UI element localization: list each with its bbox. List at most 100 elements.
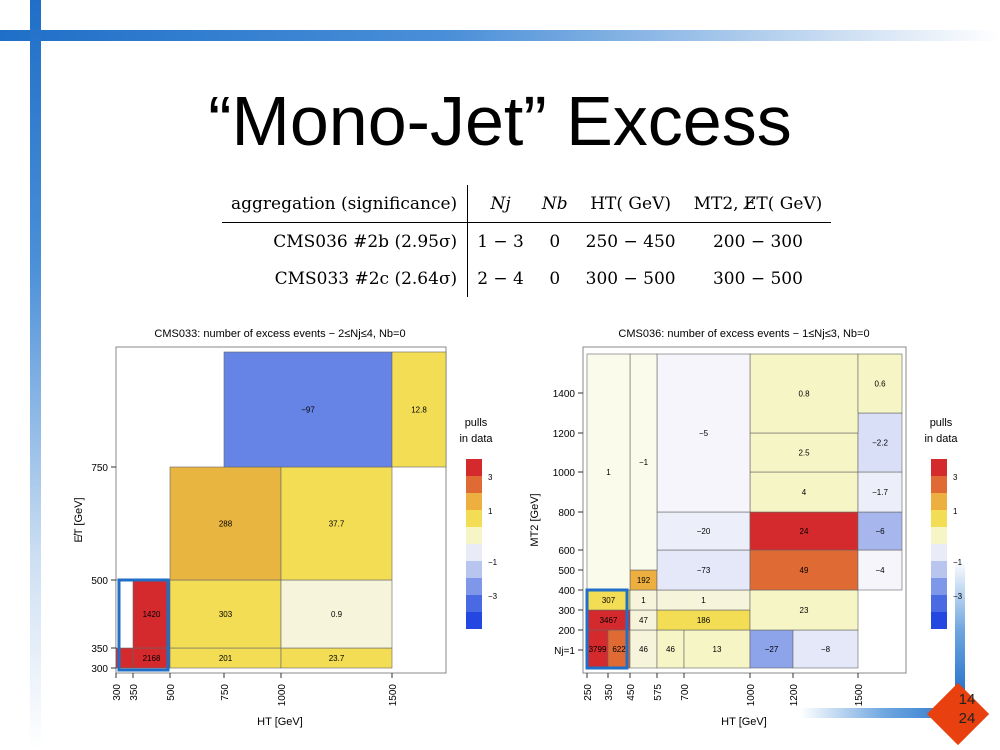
cell-value-label: 2168 — [143, 654, 161, 663]
cell-value-label: 0.6 — [874, 380, 886, 389]
cell-value-label: 1 — [606, 468, 611, 477]
legend-tick-label: 3 — [488, 473, 493, 482]
legend-swatch — [466, 595, 482, 612]
table-cell: 1 − 3 — [477, 231, 524, 252]
heatmap-cell — [749, 511, 859, 551]
y-axis-label-left: E̸T [GeV] — [73, 497, 85, 542]
legend-swatch — [466, 510, 482, 527]
x-tick-label: 575 — [653, 684, 664, 701]
table-header: HT( GeV) — [576, 185, 685, 223]
legend-swatch — [931, 561, 947, 578]
x-tick-label: 700 — [680, 684, 691, 701]
decorative-corner-bar-vertical — [955, 560, 965, 700]
heatmap-cell — [749, 353, 859, 434]
heatmap-cell — [656, 353, 751, 513]
x-tick-label: 1200 — [789, 684, 800, 707]
table-header: Nj — [467, 185, 533, 223]
cell-value-label: 0.8 — [798, 390, 810, 399]
x-tick-label: 1500 — [854, 684, 865, 707]
page-total: 24 — [958, 710, 976, 727]
x-tick-label: 350 — [604, 684, 615, 701]
decorative-corner-bar-horizontal — [800, 708, 970, 718]
cell-value-label: 288 — [219, 520, 233, 529]
cell-value-label: −73 — [697, 566, 711, 575]
table-header-row: aggregation (significance) Nj Nb HT( GeV… — [222, 185, 832, 223]
decorative-horizontal-bar — [0, 30, 1000, 41]
legend-swatch — [931, 510, 947, 527]
heatmap-cell — [169, 579, 282, 649]
table-row: CMS033 #2c (2.64σ) 2 − 4 0 300 − 500 300… — [222, 260, 831, 297]
legend-tick-label: −3 — [953, 592, 963, 601]
table-cell: 250 − 450 — [585, 231, 676, 252]
legend-swatch — [931, 544, 947, 561]
cell-value-label: 3799 — [589, 645, 607, 654]
cell-value-label: 2.5 — [798, 449, 810, 458]
table-header: MT2, E̸T( GeV) — [684, 185, 832, 223]
table-header: Nb — [532, 185, 577, 223]
y-tick-label: 500 — [558, 566, 575, 577]
x-tick-label: 1000 — [277, 684, 288, 707]
cell-value-label: 37.7 — [329, 520, 345, 529]
x-tick-label: 750 — [220, 684, 231, 701]
heatmap-cell — [857, 471, 903, 513]
legend-title-right: pulls — [930, 417, 953, 429]
y-tick-label: 750 — [91, 463, 108, 474]
table-header: aggregation (significance) — [222, 185, 469, 223]
y-tick-label: 1000 — [553, 468, 576, 479]
legend-tick-label: −1 — [953, 558, 963, 567]
cell-value-label: 49 — [800, 566, 809, 575]
x-tick-label: 450 — [626, 684, 637, 701]
y-tick-label: 350 — [91, 644, 108, 655]
heatmap-cell — [586, 353, 631, 591]
cell-value-label: −6 — [875, 527, 885, 536]
y-tick-label: 300 — [558, 606, 575, 617]
heatmap-cell — [857, 549, 903, 591]
heatmap-cell — [280, 579, 393, 649]
cell-value-label: −2.2 — [872, 439, 888, 448]
chart-title-left: CMS033: number of excess events − 2≤Nj≤4… — [154, 328, 405, 340]
cell-value-label: −1.7 — [872, 488, 888, 497]
heatmap-cell — [132, 579, 171, 649]
legend-swatch — [931, 578, 947, 595]
legend-swatch — [466, 561, 482, 578]
cell-value-label: 192 — [637, 576, 651, 585]
cell-value-label: −27 — [765, 645, 779, 654]
cell-value-label: 46 — [639, 645, 648, 654]
highlight-box-right — [585, 588, 629, 670]
cell-value-label: 23.7 — [329, 654, 345, 663]
y-tick-label: 1200 — [553, 429, 576, 440]
aggregation-table: aggregation (significance) Nj Nb HT( GeV… — [222, 185, 832, 297]
table-row: CMS036 #2b (2.95σ) 1 − 3 0 250 − 450 200… — [222, 222, 831, 260]
y-tick-label: 500 — [91, 576, 108, 587]
x-tick-label: 350 — [129, 684, 140, 701]
cell-value-label: 303 — [219, 610, 233, 619]
cell-value-label: −1 — [639, 458, 649, 467]
y-tick-label: 600 — [558, 546, 575, 557]
x-axis-label-right: HT [GeV] — [721, 716, 767, 728]
heatmap-cell — [629, 629, 658, 669]
legend-swatch — [466, 527, 482, 544]
heatmap-cell — [683, 629, 751, 669]
cell-value-label: 47 — [639, 616, 648, 625]
legend-swatch — [931, 459, 947, 476]
legend-subtitle-left: in data — [459, 433, 493, 445]
heatmap-cell — [749, 471, 859, 513]
cell-value-label: 23 — [800, 606, 809, 615]
legend-swatch — [931, 595, 947, 612]
cell-value-label: −4 — [875, 566, 885, 575]
cell-value-label: 3467 — [600, 616, 618, 625]
y-tick-label: 1400 — [553, 389, 576, 400]
cell-value-label: 24 — [800, 527, 809, 536]
table-cell: CMS036 #2b (2.95σ) — [222, 222, 469, 260]
x-axis-label-left: HT [GeV] — [257, 716, 303, 728]
cell-value-label: 0.9 — [331, 610, 343, 619]
heatmap-cell — [223, 351, 393, 468]
page-current: 14 — [958, 691, 976, 708]
legend-swatch — [466, 612, 482, 629]
decorative-vertical-bar — [30, 0, 41, 750]
legend-swatch — [931, 493, 947, 510]
cell-value-label: 1 — [701, 596, 706, 605]
heatmap-cell — [280, 466, 393, 581]
heatmap-cell — [391, 351, 447, 468]
